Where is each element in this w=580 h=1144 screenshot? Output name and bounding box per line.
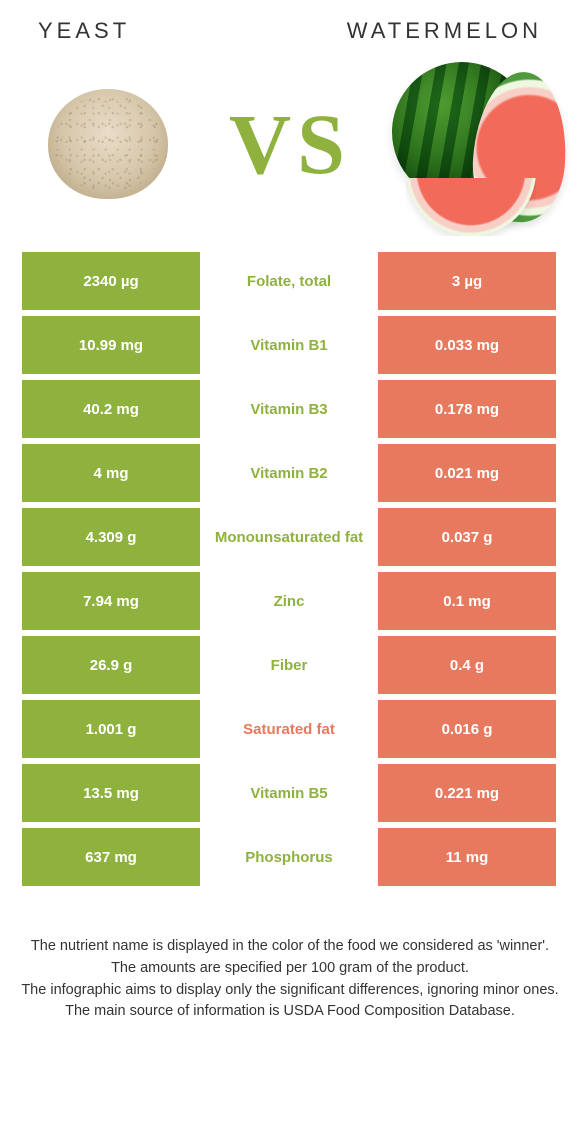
table-row: 2340 µgFolate, total3 µg xyxy=(22,252,558,310)
table-row: 4.309 gMonounsaturated fat0.037 g xyxy=(22,508,558,566)
table-row: 4 mgVitamin B20.021 mg xyxy=(22,444,558,502)
nutrient-label: Vitamin B5 xyxy=(200,764,378,822)
table-row: 26.9 gFiber0.4 g xyxy=(22,636,558,694)
footer-line: The nutrient name is displayed in the co… xyxy=(20,936,560,958)
nutrient-label: Fiber xyxy=(200,636,378,694)
right-value: 3 µg xyxy=(378,252,556,310)
right-value: 0.037 g xyxy=(378,508,556,566)
nutrient-label: Monounsaturated fat xyxy=(200,508,378,566)
nutrient-label: Folate, total xyxy=(200,252,378,310)
left-value: 26.9 g xyxy=(22,636,200,694)
nutrient-label: Saturated fat xyxy=(200,700,378,758)
left-value: 4.309 g xyxy=(22,508,200,566)
vs-label: VS xyxy=(229,101,351,187)
table-row: 1.001 gSaturated fat0.016 g xyxy=(22,700,558,758)
left-value: 40.2 mg xyxy=(22,380,200,438)
left-value: 13.5 mg xyxy=(22,764,200,822)
footer-line: The main source of information is USDA F… xyxy=(20,1001,560,1023)
nutrient-label: Zinc xyxy=(200,572,378,630)
left-value: 4 mg xyxy=(22,444,200,502)
table-row: 10.99 mgVitamin B10.033 mg xyxy=(22,316,558,374)
left-value: 2340 µg xyxy=(22,252,200,310)
right-value: 0.033 mg xyxy=(378,316,556,374)
title-left: YEAST xyxy=(38,18,130,44)
left-value: 7.94 mg xyxy=(22,572,200,630)
nutrient-label: Phosphorus xyxy=(200,828,378,886)
right-value: 0.4 g xyxy=(378,636,556,694)
footer-line: The infographic aims to display only the… xyxy=(20,980,560,1002)
yeast-image xyxy=(18,54,198,234)
hero-row: VS xyxy=(0,54,580,246)
nutrient-label: Vitamin B2 xyxy=(200,444,378,502)
right-value: 0.021 mg xyxy=(378,444,556,502)
titles-row: YEAST WATERMELON xyxy=(0,0,580,54)
footer-line: The amounts are specified per 100 gram o… xyxy=(20,958,560,980)
nutrient-label: Vitamin B3 xyxy=(200,380,378,438)
right-value: 0.016 g xyxy=(378,700,556,758)
table-row: 40.2 mgVitamin B30.178 mg xyxy=(22,380,558,438)
table-row: 637 mgPhosphorus11 mg xyxy=(22,828,558,886)
right-value: 11 mg xyxy=(378,828,556,886)
right-value: 0.178 mg xyxy=(378,380,556,438)
table-row: 7.94 mgZinc0.1 mg xyxy=(22,572,558,630)
watermelon-image xyxy=(382,54,562,234)
left-value: 10.99 mg xyxy=(22,316,200,374)
table-row: 13.5 mgVitamin B50.221 mg xyxy=(22,764,558,822)
right-value: 0.221 mg xyxy=(378,764,556,822)
nutrient-label: Vitamin B1 xyxy=(200,316,378,374)
footer-notes: The nutrient name is displayed in the co… xyxy=(0,892,580,1023)
title-right: WATERMELON xyxy=(347,18,542,44)
comparison-table: 2340 µgFolate, total3 µg10.99 mgVitamin … xyxy=(0,246,580,886)
right-value: 0.1 mg xyxy=(378,572,556,630)
left-value: 1.001 g xyxy=(22,700,200,758)
left-value: 637 mg xyxy=(22,828,200,886)
